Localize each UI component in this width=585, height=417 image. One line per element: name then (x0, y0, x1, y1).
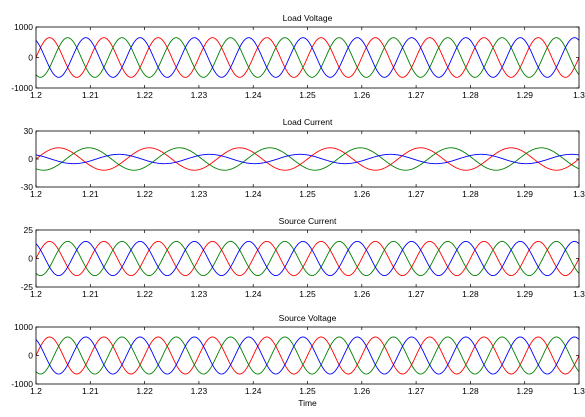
x-tick-label: 1.26 (354, 386, 371, 396)
x-tick-label: 1.2 (30, 289, 42, 299)
x-tick-label: 1.28 (462, 189, 479, 199)
x-tick-label: 1.22 (136, 289, 153, 299)
x-tick-label: 1.24 (245, 90, 262, 100)
x-tick-label: 1.22 (136, 189, 153, 199)
x-tick-label: 1.27 (408, 189, 425, 199)
x-tick-label: 1.3 (573, 289, 585, 299)
series-line-3 (36, 240, 579, 277)
x-tick-label: 1.23 (191, 90, 208, 100)
x-tick-label: 1.25 (299, 386, 316, 396)
series-line-1 (36, 336, 579, 375)
x-tick-label: 1.29 (516, 189, 533, 199)
series-line-3 (36, 336, 579, 375)
x-tick-label: 1.3 (573, 386, 585, 396)
series-group (36, 336, 579, 375)
series-group (36, 37, 579, 78)
y-tick-label: 30 (24, 126, 34, 136)
chart-title: Source Voltage (279, 313, 337, 323)
x-tick-label: 1.27 (408, 289, 425, 299)
x-tick-label: 1.23 (191, 386, 208, 396)
x-tick-label: 1.29 (516, 386, 533, 396)
series-line-1 (36, 240, 579, 277)
x-tick-label: 1.23 (191, 189, 208, 199)
y-tick-label: 1000 (14, 22, 33, 32)
subplot-2: Load Current 1.2 1.21 1.22 1.23 1.24 1.25 1.26 1… (21, 117, 585, 199)
x-tick-label: 1.25 (299, 289, 316, 299)
y-tick-label: 0 (28, 351, 33, 361)
x-tick-label: 1.2 (30, 386, 42, 396)
x-tick-label: 1.3 (573, 90, 585, 100)
series-line-3 (36, 37, 579, 78)
x-tick-label: 1.23 (191, 289, 208, 299)
chart-title: Load Voltage (283, 13, 333, 23)
series-line-1 (36, 37, 579, 78)
y-tick-label: 0 (28, 53, 33, 63)
series-line-2 (36, 147, 579, 171)
x-tick-label: 1.28 (462, 289, 479, 299)
x-axis-label: Time (298, 398, 317, 408)
subplot-3: Source Current 1.2 1.21 1.22 1.23 1.24 1.25 1.2… (21, 216, 585, 299)
subplot-4: Source Voltage 1.2 1.21 1.22 1.23 1.24 1.25 1.2… (11, 313, 585, 408)
x-tick-label: 1.29 (516, 289, 533, 299)
x-tick-label: 1.24 (245, 189, 262, 199)
y-tick-label: -1000 (11, 379, 33, 389)
series-line-2 (36, 240, 579, 277)
x-tick-label: 1.22 (136, 386, 153, 396)
x-tick-label: 1.26 (354, 90, 371, 100)
subplot-1: Load Voltage 1.2 1.21 1.22 1.23 1.24 1.25 1.26 1… (11, 13, 585, 100)
x-tick-label: 1.29 (516, 90, 533, 100)
x-tick-label: 1.26 (354, 189, 371, 199)
y-tick-label: 25 (24, 225, 34, 235)
x-tick-label: 1.21 (82, 289, 99, 299)
x-tick-label: 1.28 (462, 90, 479, 100)
x-tick-label: 1.28 (462, 386, 479, 396)
series-line-2 (36, 336, 579, 375)
x-tick-label: 1.25 (299, 189, 316, 199)
x-tick-label: 1.21 (82, 386, 99, 396)
x-tick-label: 1.24 (245, 289, 262, 299)
x-tick-label: 1.2 (30, 189, 42, 199)
x-tick-label: 1.27 (408, 386, 425, 396)
y-tick-label: 1000 (14, 322, 33, 332)
chart-title: Load Current (283, 117, 333, 127)
x-tick-label: 1.3 (573, 189, 585, 199)
y-tick-label: -25 (21, 282, 34, 292)
x-tick-label: 1.21 (82, 90, 99, 100)
x-tick-label: 1.21 (82, 189, 99, 199)
y-tick-label: -1000 (11, 83, 33, 93)
series-group (36, 147, 579, 171)
x-tick-label: 1.27 (408, 90, 425, 100)
series-line-2 (36, 37, 579, 78)
y-tick-label: -30 (21, 182, 34, 192)
x-tick-label: 1.22 (136, 90, 153, 100)
series-line-1 (36, 147, 579, 171)
series-line-3 (36, 153, 579, 165)
x-tick-label: 1.24 (245, 386, 262, 396)
x-tick-label: 1.26 (354, 289, 371, 299)
x-tick-label: 1.25 (299, 90, 316, 100)
y-tick-label: 0 (28, 154, 33, 164)
y-tick-label: 0 (28, 254, 33, 264)
series-group (36, 240, 579, 277)
x-tick-label: 1.2 (30, 90, 42, 100)
chart-title: Source Current (279, 216, 337, 226)
